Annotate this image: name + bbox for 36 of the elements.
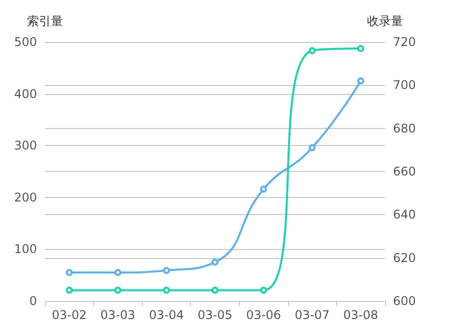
point <box>308 144 316 152</box>
y-axis-title: 索引量 <box>27 14 63 28</box>
y2-axis-title: 收录量 <box>367 14 403 28</box>
y-tick-label: 0 <box>29 294 37 308</box>
x-tick-label: 03-07 <box>294 308 330 322</box>
y-tick-label: 500 <box>14 35 37 49</box>
point <box>66 269 73 276</box>
y2-tick-label: 680 <box>393 121 416 136</box>
x-tick-label: 03-03 <box>100 308 136 322</box>
point <box>212 286 218 294</box>
point <box>357 77 364 84</box>
point <box>162 286 170 294</box>
point <box>114 269 122 276</box>
x-tick-label: 03-04 <box>148 308 184 322</box>
y2-tick-label: 660 <box>393 164 416 178</box>
y2-tick-label: 720 <box>393 35 416 49</box>
y2-tick-label: 640 <box>393 208 416 222</box>
x-tick-label: 03-06 <box>246 308 282 322</box>
y-tick-label: 300 <box>14 138 37 153</box>
point <box>308 47 316 54</box>
y-tick-label: 400 <box>14 86 37 101</box>
point <box>212 258 218 266</box>
point <box>260 186 268 193</box>
x-tick-label: 03-02 <box>52 308 87 322</box>
point <box>66 286 73 294</box>
x-tick-label: 03-05 <box>198 308 232 322</box>
y-tick-label: 100 <box>14 242 37 256</box>
y2-tick-label: 700 <box>393 78 416 92</box>
y2-tick-label: 620 <box>393 250 416 265</box>
point <box>260 286 268 294</box>
y2-tick-label: 600 <box>393 294 416 308</box>
point <box>162 266 170 274</box>
point <box>357 44 364 52</box>
y-tick-label: 200 <box>14 190 37 204</box>
point <box>114 286 122 294</box>
x-tick-label: 03-08 <box>343 308 378 322</box>
